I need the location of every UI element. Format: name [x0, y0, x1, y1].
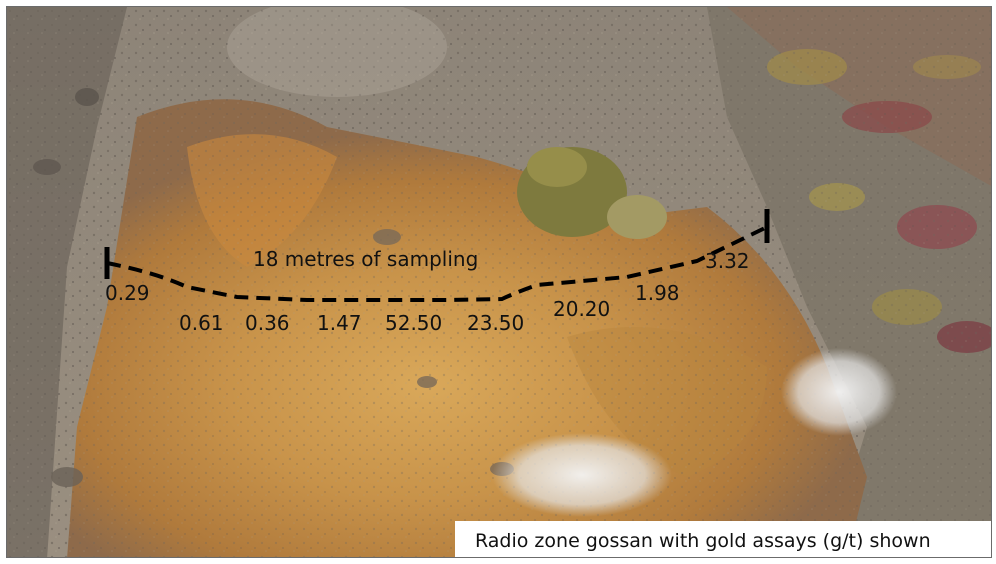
- assay-value-4: 1.47: [317, 311, 362, 335]
- assay-value-1: 0.29: [105, 281, 150, 305]
- assay-value-3: 0.36: [245, 311, 290, 335]
- photo-frame: 18 metres of sampling 0.29 0.61 0.36 1.4…: [6, 6, 992, 558]
- sampling-title: 18 metres of sampling: [253, 247, 479, 271]
- caption-box: Radio zone gossan with gold assays (g/t)…: [455, 521, 991, 557]
- assay-value-8: 1.98: [635, 281, 680, 305]
- sampling-line: [104, 209, 770, 302]
- assay-value-5: 52.50: [385, 311, 443, 335]
- assay-value-2: 0.61: [179, 311, 224, 335]
- assay-value-7: 20.20: [553, 297, 611, 321]
- photo-caption: Radio zone gossan with gold assays (g/t)…: [475, 530, 931, 552]
- assay-value-6: 23.50: [467, 311, 525, 335]
- assay-value-9: 3.32: [705, 249, 750, 273]
- gossan-photo: [7, 7, 991, 557]
